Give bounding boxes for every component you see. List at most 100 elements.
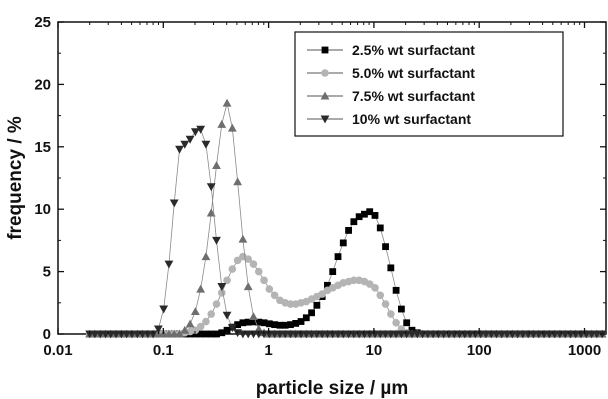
data-point xyxy=(212,161,221,170)
data-point xyxy=(223,326,231,334)
data-point xyxy=(196,322,205,331)
data-point xyxy=(234,321,242,329)
data-point xyxy=(223,276,231,285)
data-point xyxy=(217,283,227,291)
data-point xyxy=(202,317,210,326)
data-point xyxy=(213,330,220,338)
x-tick-label: 1000 xyxy=(568,342,601,359)
data-point xyxy=(339,239,347,247)
data-point xyxy=(308,309,315,317)
data-point xyxy=(371,284,379,292)
x-tick-label: 10 xyxy=(366,342,383,359)
data-point xyxy=(191,326,200,335)
x-axis-title: particle size / µm xyxy=(256,378,408,399)
data-point xyxy=(222,98,232,107)
legend-entry-2: 5.0% wt surfactant xyxy=(307,65,475,81)
data-point xyxy=(324,281,331,289)
data-point xyxy=(355,213,363,221)
data-point xyxy=(260,319,268,327)
data-point xyxy=(222,311,232,320)
data-point xyxy=(398,305,405,313)
y-axis-title: frequency / % xyxy=(5,116,26,240)
data-point xyxy=(164,260,174,269)
data-point xyxy=(175,329,184,338)
data-point xyxy=(185,135,195,144)
data-point xyxy=(159,305,169,314)
data-point xyxy=(153,325,163,334)
legend-label: 2.5% wt surfactant xyxy=(352,42,475,58)
data-point xyxy=(281,321,289,329)
data-point xyxy=(376,291,385,300)
data-point xyxy=(345,227,352,234)
legend: 2.5% wt surfactant 5.0% wt surfactant 7.5%… xyxy=(294,31,564,137)
x-tick-label: 1 xyxy=(264,342,272,359)
data-point xyxy=(227,123,237,132)
data-point xyxy=(287,321,294,329)
data-point xyxy=(196,284,206,293)
data-point xyxy=(238,234,248,243)
data-point xyxy=(403,319,411,327)
legend-marker xyxy=(320,91,330,100)
legend-marker xyxy=(320,115,330,124)
y-tick-label: 20 xyxy=(34,76,51,93)
data-point xyxy=(265,285,274,293)
legend-marker xyxy=(321,46,329,54)
y-tick-label: 25 xyxy=(34,14,51,31)
legend-marker xyxy=(321,69,329,77)
data-point xyxy=(148,330,158,339)
data-point xyxy=(392,318,400,327)
data-point xyxy=(350,218,358,226)
data-point xyxy=(201,252,211,261)
data-point xyxy=(271,321,279,329)
data-point xyxy=(233,256,242,265)
data-point xyxy=(227,324,237,333)
legend-label: 7.5% wt surfactant xyxy=(352,88,475,104)
data-point xyxy=(334,253,342,261)
x-tick-label: 0.01 xyxy=(43,342,72,359)
data-point xyxy=(249,260,258,268)
axis-layer: 0.01 0.1 1 10 100 1000 0 5 10 15 20 25 xyxy=(34,14,606,359)
data-point xyxy=(392,286,400,294)
series-4 xyxy=(85,125,607,339)
data-point xyxy=(313,301,321,309)
data-point xyxy=(233,177,243,186)
data-point xyxy=(350,276,358,285)
legend-entry-1: 2.5% wt surfactant xyxy=(307,42,475,58)
legend-label: 10% wt surfactant xyxy=(352,111,471,127)
data-point xyxy=(254,267,263,276)
data-point xyxy=(239,319,247,327)
data-point xyxy=(244,318,252,326)
data-point xyxy=(382,243,389,251)
data-point xyxy=(371,212,379,219)
x-tick-label: 100 xyxy=(467,342,492,359)
data-point xyxy=(218,329,226,337)
data-point xyxy=(196,125,206,134)
data-point xyxy=(206,183,216,192)
data-point xyxy=(244,255,252,263)
data-point xyxy=(212,236,221,245)
data-point xyxy=(376,224,384,232)
series-3 xyxy=(85,98,607,338)
data-point xyxy=(250,318,257,326)
data-point xyxy=(387,264,395,272)
legend-label: 5.0% wt surfactant xyxy=(352,65,475,81)
data-point xyxy=(381,300,390,308)
data-point xyxy=(212,300,221,308)
data-point xyxy=(387,310,395,318)
data-point xyxy=(286,300,295,308)
data-point xyxy=(366,208,374,216)
data-point xyxy=(217,119,227,128)
data-point xyxy=(260,276,268,285)
data-point xyxy=(197,330,205,338)
data-point xyxy=(265,320,273,328)
data-point xyxy=(175,145,184,154)
data-point xyxy=(180,325,190,334)
data-point xyxy=(207,310,216,318)
data-point xyxy=(270,291,279,300)
y-tick-label: 10 xyxy=(34,201,51,218)
data-point xyxy=(361,210,368,218)
data-point xyxy=(228,265,237,273)
data-point xyxy=(292,319,300,327)
x-tick-label: 0.1 xyxy=(153,342,174,359)
